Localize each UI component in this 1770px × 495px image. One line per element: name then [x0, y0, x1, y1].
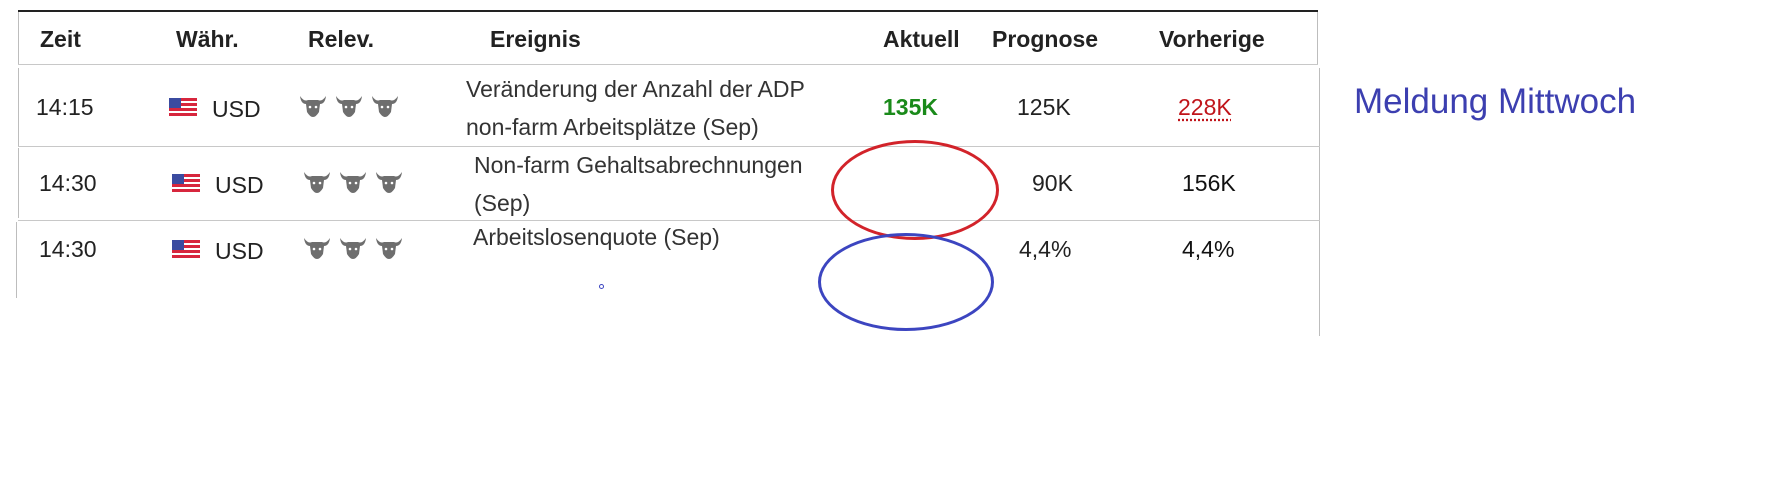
row-forecast: 4,4%	[1019, 236, 1072, 262]
row-event[interactable]: Arbeitslosenquote (Sep)	[473, 218, 720, 256]
us-flag-icon	[172, 240, 200, 260]
event-line-2: (Sep)	[474, 190, 531, 216]
row-forecast: 125K	[1017, 94, 1071, 120]
annotation-note: Meldung Mittwoch	[1354, 82, 1637, 121]
economic-calendar-table: Zeit Währ. Relev. Ereignis Aktuell Progn…	[16, 10, 1320, 340]
row-previous: 4,4%	[1182, 236, 1235, 262]
row-currency: USD	[215, 172, 264, 198]
event-line-1: Veränderung der Anzahl der ADP	[466, 76, 805, 102]
header-divider	[18, 64, 1318, 65]
table-top-rule	[18, 10, 1318, 12]
us-flag-icon	[172, 174, 200, 194]
row-currency: USD	[212, 96, 261, 122]
row-event[interactable]: Non-farm Gehaltsabrechnungen (Sep)	[474, 146, 803, 222]
event-line-2: non-farm Arbeitsplätze (Sep)	[466, 114, 759, 140]
header-previous[interactable]: Vorherige	[1159, 26, 1265, 52]
row-time: 14:30	[39, 170, 97, 196]
header-forecast[interactable]: Prognose	[992, 26, 1099, 52]
header-currency[interactable]: Währ.	[176, 26, 239, 52]
bull-icon	[340, 172, 366, 193]
blue-dot-mark	[599, 284, 604, 289]
relevance-rating	[302, 168, 404, 194]
row-previous: 156K	[1182, 170, 1236, 196]
header-actual[interactable]: Aktuell	[883, 26, 960, 52]
event-line-1: Non-farm Gehaltsabrechnungen	[474, 152, 803, 178]
event-line-1: Arbeitslosenquote (Sep)	[473, 224, 720, 250]
table-right-border	[1317, 12, 1318, 64]
bull-icon	[372, 96, 398, 117]
header-time[interactable]: Zeit	[40, 26, 81, 52]
bull-icon	[376, 172, 402, 193]
row2-left-border	[18, 148, 19, 218]
row-actual: 135K	[883, 94, 938, 120]
bull-icon	[340, 238, 366, 259]
relevance-rating	[302, 234, 404, 260]
row3-left-border	[16, 222, 17, 298]
row-time: 14:30	[39, 236, 97, 262]
header-relevance[interactable]: Relev.	[308, 26, 375, 52]
bull-icon	[300, 96, 326, 117]
row1-divider	[18, 146, 1320, 147]
bull-icon	[376, 238, 402, 259]
red-circle-annotation	[831, 140, 999, 240]
relevance-rating	[298, 92, 400, 118]
table-right-edge	[1319, 68, 1320, 336]
row-time: 14:15	[36, 94, 94, 120]
us-flag-icon	[169, 98, 197, 118]
row1-left-border	[18, 68, 19, 146]
header-event[interactable]: Ereignis	[490, 26, 581, 52]
bull-icon	[304, 238, 330, 259]
row-currency: USD	[215, 238, 264, 264]
row-forecast: 90K	[1032, 170, 1073, 196]
row-event[interactable]: Veränderung der Anzahl der ADP non-farm …	[466, 70, 805, 146]
row-previous[interactable]: 228K	[1178, 94, 1232, 120]
bull-icon	[304, 172, 330, 193]
table-left-border	[18, 12, 19, 64]
row2-divider	[18, 220, 1320, 221]
bull-icon	[336, 96, 362, 117]
blue-circle-annotation	[818, 233, 994, 331]
